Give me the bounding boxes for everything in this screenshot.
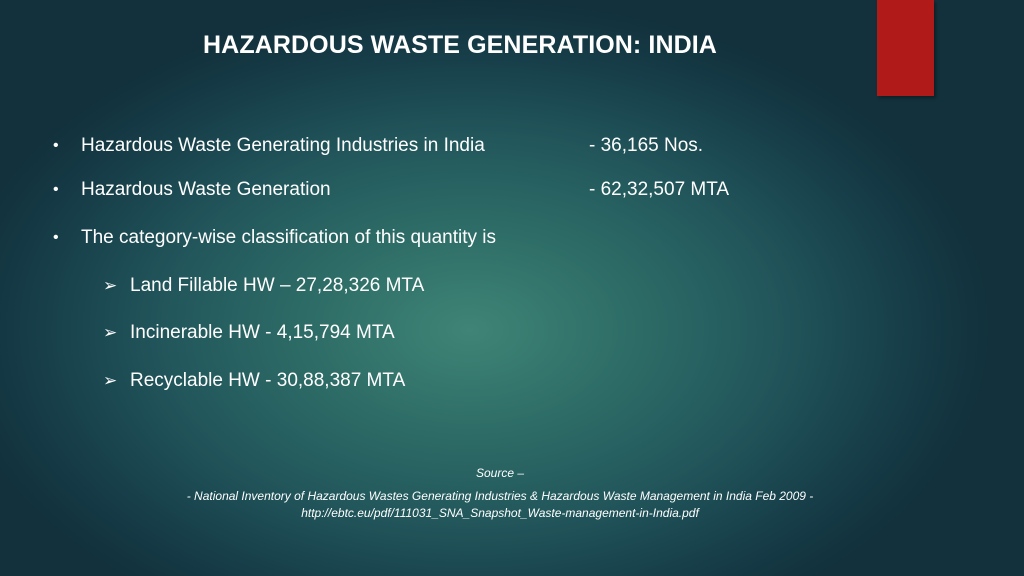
sub-item-label: Land Fillable HW – 27,28,326 MTA <box>130 275 425 296</box>
bullet-label: The category-wise classification of this… <box>81 227 497 248</box>
slide-title: HAZARDOUS WASTE GENERATION: INDIA <box>203 31 717 59</box>
red-accent-tab <box>877 0 934 96</box>
bullet-label: Hazardous Waste Generation <box>81 179 331 200</box>
sub-item-label: Recyclable HW - 30,88,387 MTA <box>130 370 406 391</box>
bullet-icon: • <box>53 137 59 154</box>
arrow-bullet-icon: ➢ <box>103 371 118 390</box>
sub-item-label: Incinerable HW - 4,15,794 MTA <box>130 322 395 343</box>
bullet-value: - 62,32,507 MTA <box>589 179 730 200</box>
source-reference: - National Inventory of Hazardous Wastes… <box>186 489 814 503</box>
bullet-icon: • <box>53 229 59 246</box>
bullet-value: - 36,165 Nos. <box>589 135 704 156</box>
bullet-icon: • <box>53 181 59 198</box>
source-heading: Source – <box>475 466 525 480</box>
arrow-bullet-icon: ➢ <box>103 276 118 295</box>
arrow-bullet-icon: ➢ <box>103 323 118 342</box>
source-url: http://ebtc.eu/pdf/111031_SNA_Snapshot_W… <box>301 506 699 520</box>
bullet-label: Hazardous Waste Generating Industries in… <box>81 135 485 156</box>
